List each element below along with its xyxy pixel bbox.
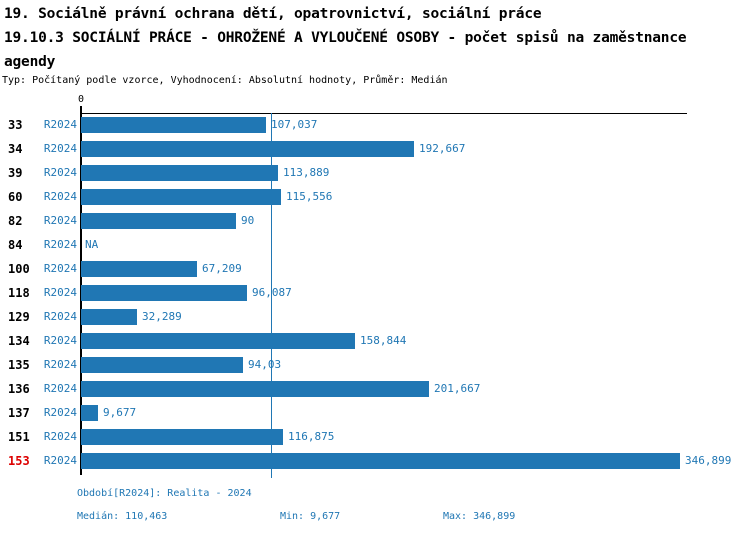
- row-id-label: 34: [8, 142, 23, 156]
- row-period-label: R2024: [43, 382, 77, 395]
- bar: [81, 189, 281, 205]
- x-axis-zero-tick-mark: [80, 106, 82, 113]
- row-period-label: R2024: [43, 142, 77, 155]
- row-period-label: R2024: [43, 166, 77, 179]
- row-period-label: R2024: [43, 214, 77, 227]
- row-period-label: R2024: [43, 310, 77, 323]
- bar: [81, 141, 414, 157]
- median-reference-line: [271, 113, 272, 478]
- bar-value-label: 158,844: [360, 334, 407, 347]
- footer-max-stat: Max: 346,899: [443, 511, 516, 522]
- report-title-line-2: 19.10.3 SOCIÁLNÍ PRÁCE - OHROŽENÉ A VYLO…: [4, 30, 687, 46]
- row-period-label: R2024: [43, 334, 77, 347]
- row-period-label: R2024: [43, 454, 77, 467]
- row-id-label: 153: [8, 454, 30, 468]
- row-id-label: 60: [8, 190, 23, 204]
- bar-value-label: 96,087: [252, 286, 292, 299]
- row-period-label: R2024: [43, 430, 77, 443]
- bar: [81, 117, 266, 133]
- x-axis-line: [80, 113, 687, 114]
- report-header: 19. Sociálně právní ochrana dětí, opatro…: [4, 2, 687, 74]
- bar: [81, 309, 137, 325]
- row-period-label: R2024: [43, 358, 77, 371]
- footer-median-stat: Medián: 110,463: [77, 511, 168, 522]
- row-period-label: R2024: [43, 262, 77, 275]
- bar: [81, 333, 355, 349]
- bar-value-label: NA: [85, 238, 99, 251]
- row-period-label: R2024: [43, 286, 77, 299]
- row-id-label: 129: [8, 310, 30, 324]
- row-id-label: 136: [8, 382, 30, 396]
- row-period-label: R2024: [43, 406, 77, 419]
- row-period-label: R2024: [43, 190, 77, 203]
- bar-value-label: 116,875: [288, 430, 335, 443]
- row-period-label: R2024: [43, 238, 77, 251]
- report-subtitle: Typ: Počítaný podle vzorce, Vyhodnocení:…: [2, 75, 448, 86]
- bar-value-label: 67,209: [202, 262, 242, 275]
- footer-period-info: Období[R2024]: Realita - 2024: [77, 488, 252, 499]
- bar-value-label: 192,667: [419, 142, 466, 155]
- bar-value-label: 90: [241, 214, 255, 227]
- bar: [81, 453, 680, 469]
- row-id-label: 33: [8, 118, 23, 132]
- bar: [81, 213, 236, 229]
- report-title-line-1: 19. Sociálně právní ochrana dětí, opatro…: [4, 6, 542, 22]
- bar: [81, 261, 197, 277]
- row-period-label: R2024: [43, 118, 77, 131]
- bar: [81, 357, 243, 373]
- bar-value-label: 113,889: [283, 166, 330, 179]
- row-id-label: 82: [8, 214, 23, 228]
- row-id-label: 100: [8, 262, 30, 276]
- report-title-line-3: agendy: [4, 54, 56, 70]
- bar-value-label: 94,03: [248, 358, 282, 371]
- bar: [81, 381, 429, 397]
- row-id-label: 137: [8, 406, 30, 420]
- footer-min-stat: Min: 9,677: [280, 511, 341, 522]
- bar: [81, 405, 98, 421]
- row-id-label: 84: [8, 238, 23, 252]
- row-id-label: 151: [8, 430, 30, 444]
- row-id-label: 135: [8, 358, 30, 372]
- bar: [81, 429, 283, 445]
- bar: [81, 285, 247, 301]
- bar-value-label: 9,677: [103, 406, 137, 419]
- bar-value-label: 115,556: [286, 190, 333, 203]
- bar-value-label: 201,667: [434, 382, 481, 395]
- row-id-label: 39: [8, 166, 23, 180]
- bar-value-label: 32,289: [142, 310, 182, 323]
- x-axis-zero-tick-label: 0: [77, 94, 85, 105]
- bar-value-label: 346,899: [685, 454, 732, 467]
- bar: [81, 165, 278, 181]
- bar-value-label: 107,037: [271, 118, 318, 131]
- row-id-label: 118: [8, 286, 30, 300]
- row-id-label: 134: [8, 334, 30, 348]
